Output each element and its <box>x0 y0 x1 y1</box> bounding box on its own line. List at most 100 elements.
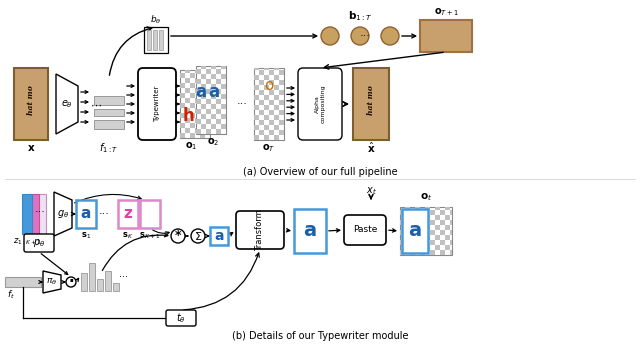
Bar <box>450 210 452 215</box>
Text: $\mathbf{o}_1$: $\mathbf{o}_1$ <box>185 140 197 152</box>
Bar <box>279 130 284 135</box>
Bar <box>190 93 195 98</box>
Bar <box>195 98 200 103</box>
Bar <box>180 123 185 128</box>
Bar <box>254 68 284 140</box>
Bar <box>405 245 410 250</box>
Bar <box>400 250 405 255</box>
Text: ···: ··· <box>99 209 109 219</box>
Bar <box>430 230 435 235</box>
Bar <box>105 271 111 291</box>
Bar <box>196 109 201 114</box>
Bar <box>269 80 274 85</box>
Bar <box>221 104 226 109</box>
Bar <box>216 69 221 74</box>
Bar <box>425 245 430 250</box>
Text: a: a <box>209 83 220 101</box>
Bar <box>445 225 450 230</box>
Text: $\mathbf{b}_{1:T}$: $\mathbf{b}_{1:T}$ <box>348 9 372 23</box>
Bar <box>211 114 216 119</box>
Bar <box>196 119 201 124</box>
Bar <box>180 113 185 118</box>
Bar <box>206 69 211 74</box>
Bar <box>153 30 157 50</box>
Bar <box>201 84 206 89</box>
Bar <box>400 220 405 225</box>
Bar <box>190 123 195 128</box>
Bar <box>440 220 445 225</box>
Bar <box>205 88 210 93</box>
Bar <box>211 94 216 99</box>
Bar <box>14 68 48 140</box>
Text: a: a <box>214 229 224 243</box>
Bar <box>205 108 210 113</box>
Bar <box>410 240 415 245</box>
Text: a: a <box>303 222 317 240</box>
Bar <box>274 68 279 70</box>
Bar <box>254 95 259 100</box>
Polygon shape <box>43 271 61 293</box>
Text: ·: · <box>68 275 74 290</box>
Bar <box>259 120 264 125</box>
Bar <box>200 83 205 88</box>
Bar <box>353 68 389 140</box>
Bar <box>264 115 269 120</box>
Bar <box>94 119 124 129</box>
Bar <box>221 94 226 99</box>
Polygon shape <box>54 192 72 236</box>
Bar <box>206 99 211 104</box>
Text: $\mathbf{s}_{K+1}$: $\mathbf{s}_{K+1}$ <box>140 231 161 241</box>
Bar <box>254 75 259 80</box>
Bar <box>415 215 420 220</box>
Bar <box>420 250 425 255</box>
Bar <box>254 105 259 110</box>
Text: $e_\theta$: $e_\theta$ <box>61 98 73 110</box>
Bar <box>195 128 200 133</box>
Bar <box>147 30 151 50</box>
Circle shape <box>351 27 369 45</box>
Bar <box>211 74 216 79</box>
Bar <box>113 283 119 291</box>
Bar <box>180 103 185 108</box>
Text: hat mo: hat mo <box>367 85 375 115</box>
Bar <box>435 215 440 220</box>
Text: $\mathbf{x}$: $\mathbf{x}$ <box>27 143 35 153</box>
Text: ···: ··· <box>118 272 127 282</box>
Bar <box>410 230 415 235</box>
Bar <box>118 200 138 228</box>
Bar <box>440 250 445 255</box>
Bar <box>216 129 221 134</box>
Bar <box>144 27 168 53</box>
Bar <box>450 250 452 255</box>
Bar <box>216 79 221 84</box>
FancyBboxPatch shape <box>24 234 54 252</box>
Bar <box>400 230 405 235</box>
Bar <box>185 70 190 73</box>
Bar <box>425 235 430 240</box>
Bar <box>405 215 410 220</box>
Bar <box>259 90 264 95</box>
Bar <box>420 230 425 235</box>
Bar <box>264 135 269 140</box>
Bar <box>195 118 200 123</box>
Text: $\mathbf{o}_2$: $\mathbf{o}_2$ <box>207 136 219 148</box>
Bar <box>196 99 201 104</box>
Circle shape <box>381 27 399 45</box>
Bar <box>274 95 279 100</box>
Bar <box>216 119 221 124</box>
Bar <box>185 108 190 113</box>
Bar <box>259 100 264 105</box>
Bar <box>211 104 216 109</box>
Bar <box>200 103 205 108</box>
Bar <box>440 240 445 245</box>
Bar <box>221 124 226 129</box>
Bar <box>420 210 425 215</box>
Bar <box>196 69 201 74</box>
Bar <box>205 128 210 133</box>
Bar <box>450 230 452 235</box>
Bar <box>294 209 326 253</box>
Circle shape <box>191 229 205 243</box>
Bar <box>190 83 195 88</box>
Text: Typewriter: Typewriter <box>154 86 160 122</box>
FancyBboxPatch shape <box>166 310 196 326</box>
